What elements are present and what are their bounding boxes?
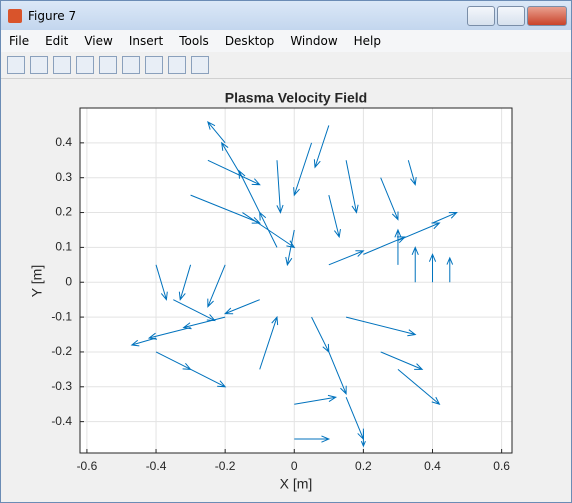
arrow (345, 316, 417, 337)
arrow (221, 141, 243, 178)
window-title: Figure 7 (28, 8, 77, 23)
arrow (207, 120, 226, 144)
arrow (345, 160, 359, 214)
close-button[interactable] (527, 6, 567, 26)
x-axis-label: X [m] (280, 476, 313, 492)
x-tick-label: 0.4 (424, 459, 441, 473)
x-tick-label: 0.6 (493, 459, 510, 473)
x-tick-label: -0.6 (77, 459, 98, 473)
save-button[interactable] (53, 56, 71, 74)
chart-title: Plasma Velocity Field (225, 90, 367, 106)
x-tick-label: 0.2 (355, 459, 372, 473)
arrow (380, 177, 399, 221)
arrow (207, 264, 226, 308)
menu-item[interactable]: Window (290, 34, 338, 48)
arrow (285, 229, 295, 267)
arrow (432, 212, 458, 224)
arrow (190, 368, 227, 388)
arrow (407, 160, 417, 186)
arrow (190, 194, 261, 224)
arrow (207, 159, 261, 186)
menu-item[interactable]: Desktop (224, 34, 275, 48)
y-tick-label: 0.2 (55, 205, 72, 219)
toolbar (1, 52, 571, 79)
arrow (428, 253, 437, 283)
arrow (380, 351, 424, 370)
y-tick-label: -0.1 (51, 309, 72, 323)
plot-area (80, 108, 512, 453)
arrow (328, 195, 341, 239)
property-button[interactable] (191, 56, 209, 74)
print-button[interactable] (76, 56, 94, 74)
menu-item[interactable]: Edit (45, 34, 69, 48)
arrow (397, 222, 441, 241)
y-tick-label: -0.2 (51, 344, 72, 358)
link-button[interactable] (99, 56, 117, 74)
menu-item[interactable]: File (9, 34, 30, 48)
arrow (311, 316, 330, 354)
menu-item[interactable]: Help (353, 34, 381, 48)
arrow (394, 228, 402, 265)
arrow (328, 250, 365, 266)
axes-box (79, 107, 513, 454)
open-button[interactable] (30, 56, 48, 74)
x-tick-label: -0.2 (215, 459, 236, 473)
arrow (446, 256, 454, 283)
arrow (411, 246, 419, 283)
app-icon (8, 8, 22, 23)
arrow (313, 125, 330, 169)
menu-item[interactable]: Insert (128, 34, 164, 48)
arrow (294, 394, 338, 405)
arrow (130, 337, 157, 347)
y-tick-label: 0.4 (55, 135, 72, 149)
arrow (223, 299, 260, 315)
menu-bar: File Edit View Insert Tools Desktop Window Help (1, 30, 571, 52)
menu-item[interactable]: View (84, 34, 113, 48)
y-tick-label: 0.1 (55, 240, 72, 254)
chart: Plasma Velocity Field X [m] Y [m] -0.6 -0… (29, 90, 513, 492)
arrow (360, 428, 366, 448)
arrow (155, 264, 168, 301)
y-axis-label: Y [m] (29, 265, 45, 297)
x-tick-label: 0 (291, 459, 298, 473)
y-tick-label: -0.3 (51, 379, 72, 393)
pointer-button[interactable] (168, 56, 186, 74)
arrow (294, 435, 331, 443)
menu-item[interactable]: Tools (179, 34, 209, 48)
y-tick-label: 0.3 (55, 170, 72, 184)
legend-button[interactable] (145, 56, 163, 74)
arrow (397, 368, 441, 406)
y-tick-label: 0 (65, 274, 72, 288)
arrow (293, 142, 313, 197)
new-button[interactable] (7, 56, 25, 74)
arrow (259, 315, 279, 370)
title-bar: Figure 7 (1, 1, 571, 30)
arrow (276, 160, 284, 214)
maximize-button[interactable] (497, 6, 525, 26)
arrow (178, 264, 192, 301)
arrow (173, 299, 216, 322)
minimize-button[interactable] (467, 6, 495, 26)
arrow (328, 351, 347, 395)
colorbar-button[interactable] (122, 56, 140, 74)
x-tick-label: -0.4 (146, 459, 167, 473)
y-tick-label: -0.4 (51, 414, 72, 428)
